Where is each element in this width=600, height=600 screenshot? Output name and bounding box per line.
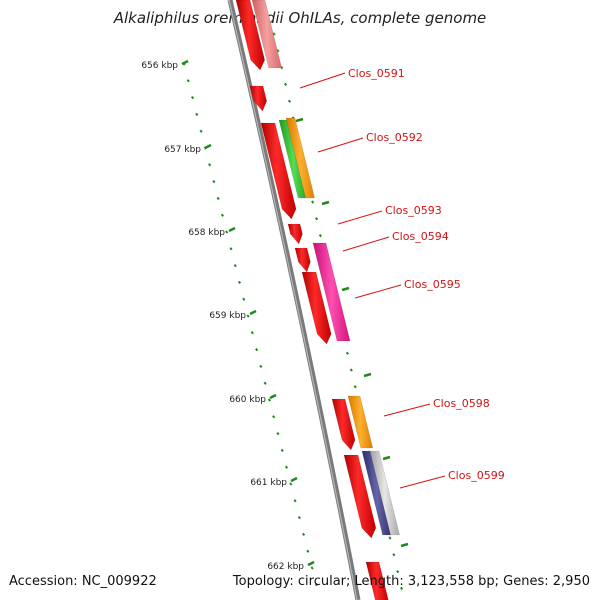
gene-red[interactable] (260, 122, 297, 220)
inner-tick-dot (242, 297, 246, 301)
gene-leader-line (317, 137, 364, 153)
inner-tick-dot (314, 583, 318, 587)
gene-red[interactable] (287, 223, 303, 245)
outer-major-tick (382, 455, 391, 461)
kbp-tick-label: 659 kbp (209, 311, 246, 321)
gene-red[interactable] (331, 398, 356, 451)
outer-tick-dot (276, 49, 280, 53)
kbp-tick-label: 661 kbp (250, 478, 287, 488)
inner-tick-dot (289, 482, 293, 486)
gene-leader-line (299, 72, 346, 89)
gene-red[interactable] (301, 271, 332, 345)
kbp-tick-label: 658 kbp (188, 228, 225, 238)
inner-tick-dot (272, 415, 276, 419)
kbp-tick-label: 662 kbp (267, 562, 304, 572)
kbp-major-tick (307, 560, 315, 567)
inner-tick-dot (237, 280, 242, 285)
gene-red[interactable] (343, 454, 377, 539)
inner-tick-dot (255, 347, 259, 352)
outer-major-tick (363, 372, 372, 378)
gene-label[interactable]: Clos_0595 (404, 278, 461, 291)
gene-leader-line (342, 236, 390, 252)
outer-major-tick (295, 117, 304, 123)
gene-label[interactable]: Clos_0598 (433, 397, 490, 410)
genome-backbone-highlight (228, 0, 358, 600)
gene-leader-line (354, 284, 402, 299)
gene-label[interactable]: Clos_0593 (385, 204, 442, 217)
gene-label[interactable]: Clos_0592 (366, 131, 423, 144)
inner-tick-dot (297, 515, 301, 520)
outer-major-tick (400, 542, 409, 548)
inner-tick-dot (233, 263, 237, 268)
gene-orange[interactable] (285, 117, 315, 199)
inner-tick-dot (310, 566, 314, 570)
gene-leader-line (399, 475, 446, 489)
inner-tick-dot (293, 499, 297, 503)
outer-tick-dot (284, 82, 288, 87)
accession-text: Accession: NC_009922 (9, 574, 157, 589)
kbp-major-tick (204, 143, 212, 150)
gene-magenta[interactable] (312, 242, 351, 342)
gene-label[interactable]: Clos_0591 (348, 67, 405, 80)
inner-tick-dot (195, 112, 199, 117)
inner-tick-dot (208, 163, 212, 167)
gene-leader-line (337, 210, 383, 225)
inner-tick-dot (263, 381, 267, 385)
inner-tick-dot (190, 95, 195, 100)
inner-tick-dot (216, 196, 220, 201)
gene-grey[interactable] (369, 450, 400, 536)
inner-tick-dot (186, 79, 190, 83)
kbp-major-tick (228, 226, 236, 233)
inner-tick-dot (301, 532, 306, 537)
outer-tick-dot (392, 553, 396, 557)
kbp-major-tick (181, 59, 189, 66)
gene-red[interactable] (235, 0, 266, 71)
outer-tick-dot (345, 351, 350, 355)
outer-tick-dot (349, 368, 353, 372)
outer-tick-dot (311, 200, 315, 204)
inner-tick-dot (267, 398, 271, 402)
inner-tick-dot (306, 549, 310, 553)
gene-red[interactable] (249, 85, 267, 112)
inner-tick-dot (229, 247, 233, 251)
inner-tick-dot (212, 179, 216, 184)
gene-label[interactable]: Clos_0599 (448, 469, 505, 482)
gene-leader-line (383, 403, 431, 417)
inner-tick-dot (276, 431, 280, 436)
outer-tick-dot (314, 217, 319, 221)
kbp-major-tick (249, 309, 257, 316)
inner-tick-dot (280, 448, 284, 453)
gene-pink[interactable] (251, 0, 283, 69)
kbp-major-tick (269, 393, 277, 400)
inner-tick-dot (199, 129, 203, 133)
kbp-tick-label: 657 kbp (164, 145, 201, 155)
kbp-tick-label: 656 kbp (141, 61, 178, 71)
outer-tick-dot (388, 536, 392, 540)
inner-tick-dot (225, 230, 229, 234)
inner-tick-dot (220, 213, 225, 217)
kbp-tick-label: 660 kbp (229, 395, 266, 405)
inner-tick-dot (250, 331, 254, 335)
outer-major-tick (321, 200, 330, 206)
outer-tick-dot (353, 385, 357, 389)
gene-red[interactable] (294, 247, 311, 273)
outer-tick-dot (272, 32, 276, 36)
gene-label[interactable]: Clos_0594 (392, 230, 449, 243)
kbp-major-tick (290, 476, 298, 483)
outer-tick-dot (396, 569, 400, 574)
outer-tick-dot (399, 586, 404, 591)
outer-major-tick (341, 286, 350, 292)
inner-tick-dot (259, 364, 263, 369)
map-title: Alkaliphilus oremlandii OhILAs, complete… (113, 9, 487, 27)
outer-tick-dot (287, 99, 292, 103)
genome-backbone (227, 0, 361, 600)
outer-tick-dot (318, 233, 322, 238)
inner-tick-dot (284, 465, 289, 469)
inner-tick-dot (246, 314, 250, 318)
gene-orange[interactable] (347, 395, 374, 449)
topology-text: Topology: circular; Length: 3,123,558 bp… (232, 574, 590, 589)
gene-red[interactable] (365, 561, 389, 600)
